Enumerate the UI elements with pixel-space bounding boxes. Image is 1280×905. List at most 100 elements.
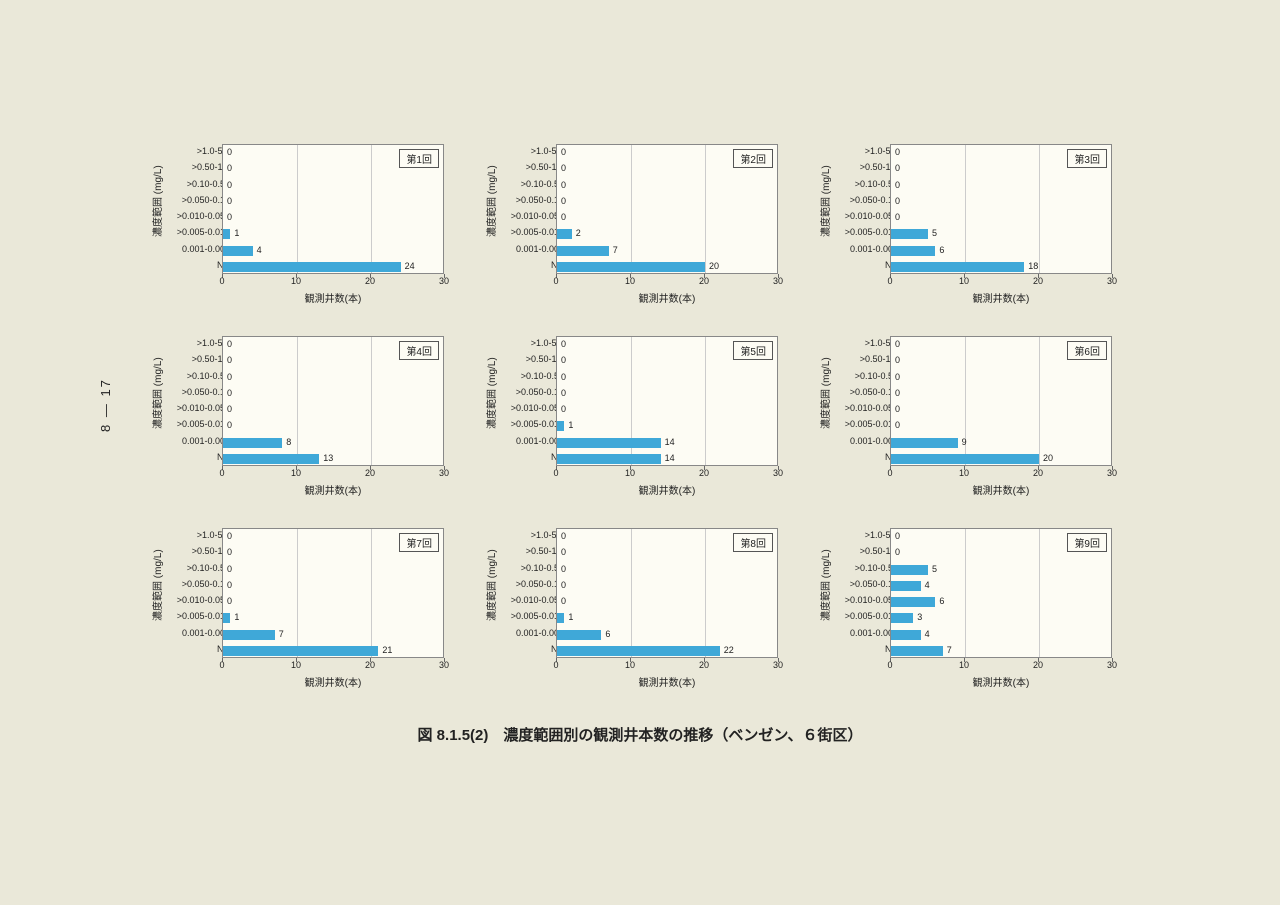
- bar-value: 5: [932, 564, 937, 574]
- x-tick-label: 0: [212, 276, 232, 286]
- grid-line: [631, 529, 632, 657]
- x-tick-label: 10: [620, 660, 640, 670]
- bar-value: 0: [561, 404, 566, 414]
- x-tick-label: 20: [360, 660, 380, 670]
- x-tick-label: 20: [1028, 660, 1048, 670]
- bar-fill: [223, 630, 275, 640]
- chart-panel: 濃度範囲 (mg/L)>1.0-5.0>0.50-1.0>0.10-0.50>0…: [814, 330, 1124, 506]
- plot-area: 第9回00546347: [890, 528, 1112, 658]
- bar-value: 21: [382, 645, 392, 655]
- y-axis-label: 濃度範囲 (mg/L): [483, 549, 498, 621]
- bar-value: 0: [227, 596, 232, 606]
- bar-value: 0: [227, 420, 232, 430]
- x-tick-label: 0: [212, 468, 232, 478]
- x-tick-label: 30: [1102, 276, 1122, 286]
- legend-label: 第3回: [1067, 149, 1107, 168]
- legend-label: 第4回: [399, 341, 439, 360]
- y-axis-label: 濃度範囲 (mg/L): [817, 549, 832, 621]
- legend-label: 第8回: [733, 533, 773, 552]
- x-tick-label: 30: [1102, 660, 1122, 670]
- legend-label: 第1回: [399, 149, 439, 168]
- bar-value: 7: [947, 645, 952, 655]
- bar-value: 0: [561, 212, 566, 222]
- plot-area: 第6回000000920: [890, 336, 1112, 466]
- chart-panel: 濃度範囲 (mg/L)>1.0-5.0>0.50-1.0>0.10-0.50>0…: [480, 522, 790, 698]
- bar-value: 0: [895, 180, 900, 190]
- bar-value: 0: [561, 355, 566, 365]
- bar-value: 0: [561, 580, 566, 590]
- legend-label: 第2回: [733, 149, 773, 168]
- bar-value: 0: [561, 388, 566, 398]
- bar-fill: [891, 646, 943, 656]
- bar-value: 8: [286, 437, 291, 447]
- bar-value: 1: [568, 420, 573, 430]
- bar-fill: [223, 246, 253, 256]
- grid-line: [705, 337, 706, 465]
- x-tick-label: 0: [546, 468, 566, 478]
- bar-value: 0: [561, 547, 566, 557]
- plot-area: 第7回000001721: [222, 528, 444, 658]
- page-root: 8 — 17 濃度範囲 (mg/L)>1.0-5.0>0.50-1.0>0.10…: [0, 0, 1280, 905]
- bar-value: 3: [917, 612, 922, 622]
- x-tick-label: 20: [694, 468, 714, 478]
- plot-area: 第8回000001622: [556, 528, 778, 658]
- bar-value: 18: [1028, 261, 1038, 271]
- bar-value: 1: [234, 612, 239, 622]
- y-axis-label: 濃度範囲 (mg/L): [149, 165, 164, 237]
- y-axis-label: 濃度範囲 (mg/L): [817, 357, 832, 429]
- bar-value: 0: [895, 147, 900, 157]
- x-axis-label: 観測井数(本): [556, 290, 778, 305]
- y-axis-label: 濃度範囲 (mg/L): [149, 549, 164, 621]
- chart-panel: 濃度範囲 (mg/L)>1.0-5.0>0.50-1.0>0.10-0.50>0…: [814, 138, 1124, 314]
- plot-area: 第5回0000011414: [556, 336, 778, 466]
- x-tick-label: 20: [360, 276, 380, 286]
- x-tick-label: 10: [286, 276, 306, 286]
- x-axis-label: 観測井数(本): [890, 482, 1112, 497]
- chart-panel: 濃度範囲 (mg/L)>1.0-5.0>0.50-1.0>0.10-0.50>0…: [480, 330, 790, 506]
- x-tick-label: 10: [286, 660, 306, 670]
- grid-line: [1039, 145, 1040, 273]
- bar-value: 0: [561, 339, 566, 349]
- bar-fill: [557, 646, 720, 656]
- grid-line: [371, 145, 372, 273]
- bar-value: 0: [895, 196, 900, 206]
- bar-value: 0: [227, 388, 232, 398]
- x-axis-label: 観測井数(本): [222, 290, 444, 305]
- bar-value: 0: [227, 339, 232, 349]
- plot-area: 第4回000000813: [222, 336, 444, 466]
- bar-value: 0: [227, 212, 232, 222]
- x-tick-label: 30: [768, 276, 788, 286]
- x-tick-label: 10: [286, 468, 306, 478]
- bar-value: 1: [568, 612, 573, 622]
- x-axis-label: 観測井数(本): [890, 674, 1112, 689]
- bar-value: 5: [932, 228, 937, 238]
- y-axis-label: 濃度範囲 (mg/L): [817, 165, 832, 237]
- legend-label: 第5回: [733, 341, 773, 360]
- chart-panel: 濃度範囲 (mg/L)>1.0-5.0>0.50-1.0>0.10-0.50>0…: [814, 522, 1124, 698]
- legend-label: 第7回: [399, 533, 439, 552]
- bar-fill: [557, 630, 601, 640]
- bar-value: 0: [561, 147, 566, 157]
- bar-value: 6: [939, 596, 944, 606]
- legend-label: 第9回: [1067, 533, 1107, 552]
- bar-fill: [557, 421, 564, 431]
- bar-value: 0: [227, 163, 232, 173]
- bar-value: 0: [227, 355, 232, 365]
- x-axis-label: 観測井数(本): [890, 290, 1112, 305]
- bar-value: 1: [234, 228, 239, 238]
- grid-line: [1039, 337, 1040, 465]
- x-tick-label: 10: [620, 276, 640, 286]
- bar-fill: [223, 229, 230, 239]
- bar-value: 6: [939, 245, 944, 255]
- grid-line: [705, 529, 706, 657]
- x-tick-label: 20: [360, 468, 380, 478]
- x-tick-label: 10: [954, 468, 974, 478]
- plot-area: 第2回000002720: [556, 144, 778, 274]
- bar-fill: [891, 229, 928, 239]
- bar-value: 13: [323, 453, 333, 463]
- bar-value: 14: [665, 453, 675, 463]
- bar-value: 0: [227, 372, 232, 382]
- bar-value: 0: [895, 355, 900, 365]
- figure-caption: 図 8.1.5(2) 濃度範囲別の観測井本数の推移（ベンゼン、６街区）: [0, 724, 1280, 745]
- bar-value: 0: [227, 580, 232, 590]
